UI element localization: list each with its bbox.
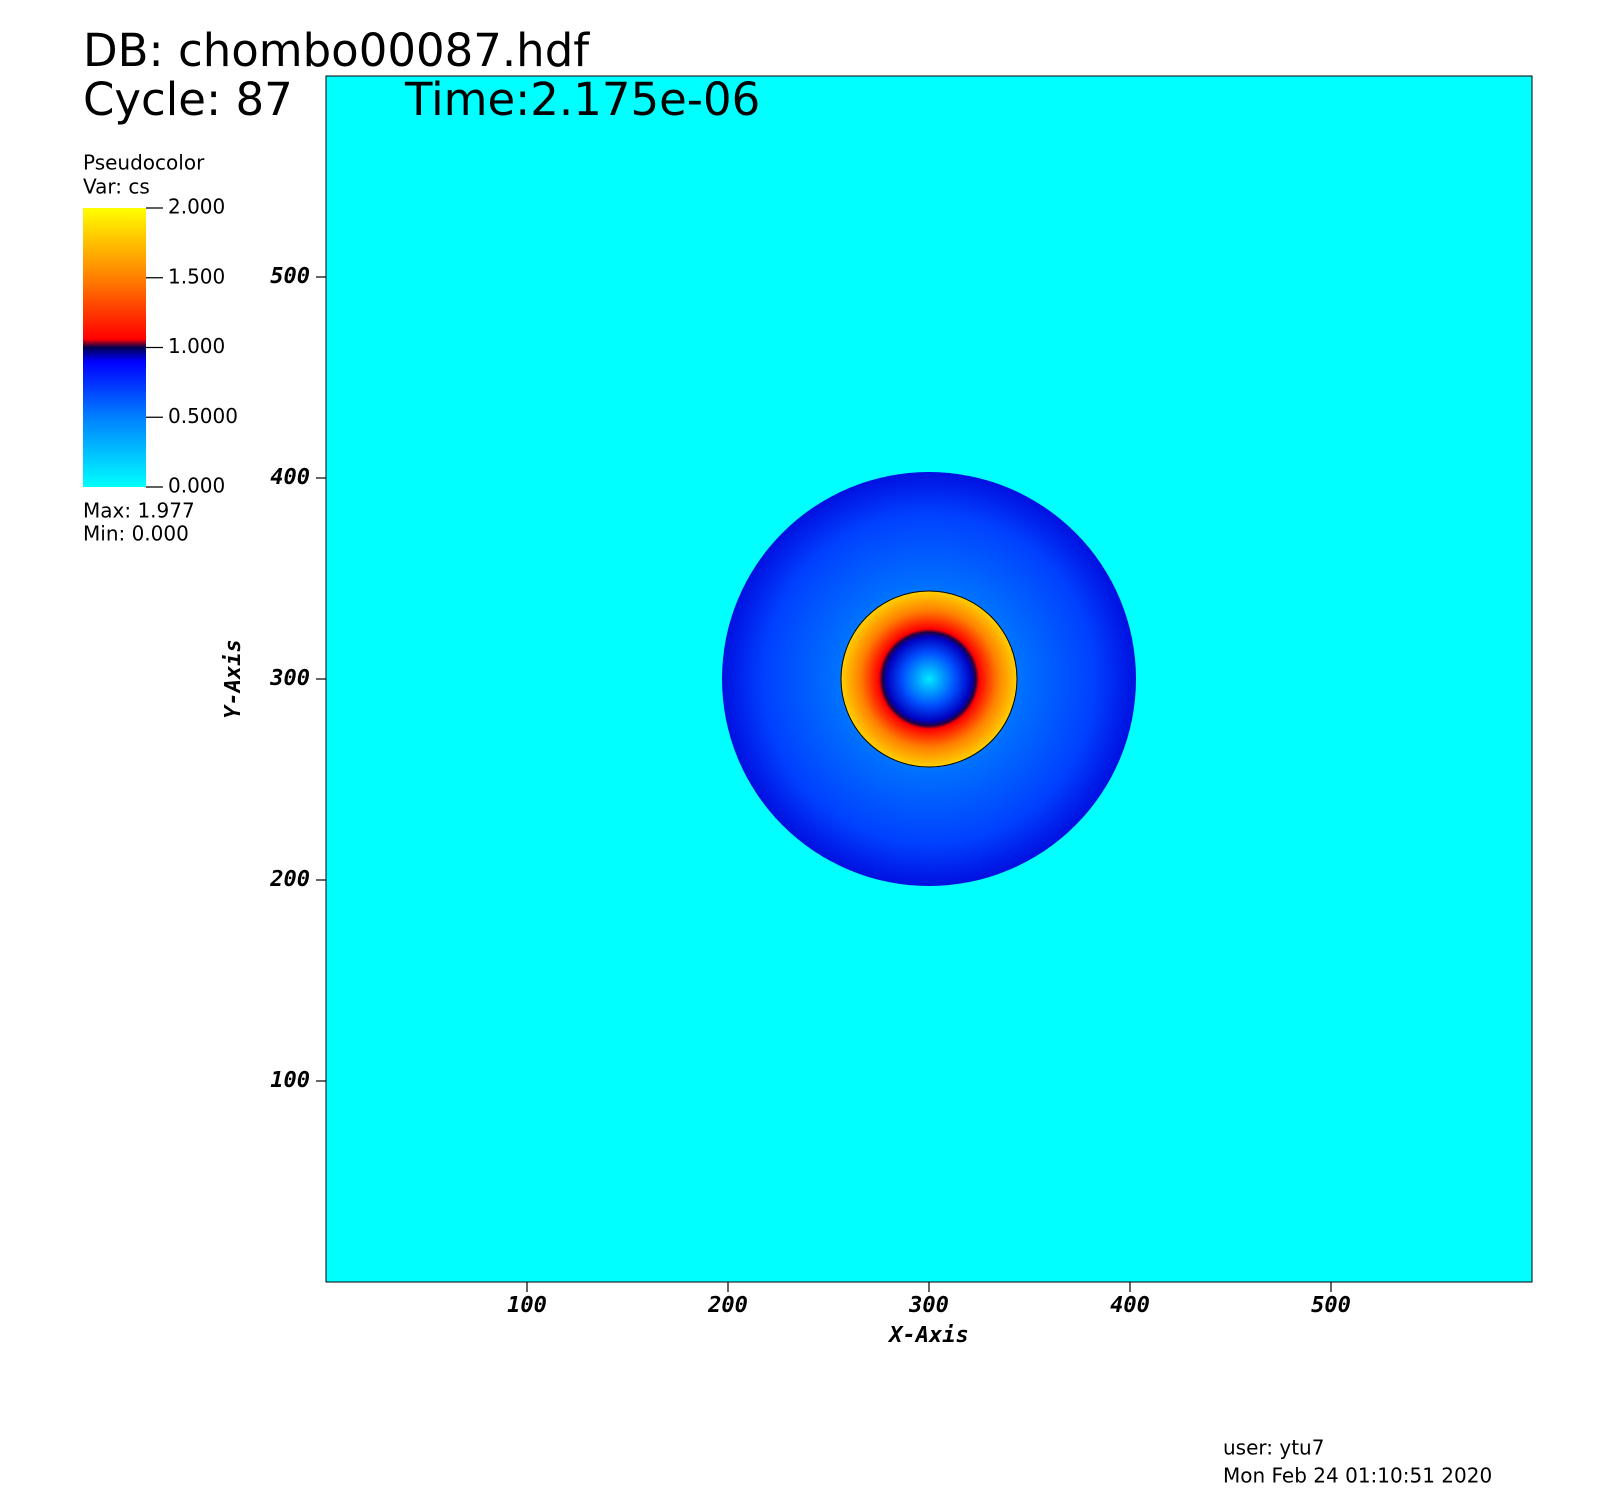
y-tick-label: 200 <box>269 867 310 892</box>
colorbar-tick-label: 0.000 <box>168 474 225 498</box>
inner-ring <box>840 590 1018 768</box>
colorbar-tick-label: 1.500 <box>168 264 225 288</box>
x-tick-label: 100 <box>507 1293 547 1318</box>
time: Time:2.175e-06 <box>404 73 760 126</box>
y-tick-label: 300 <box>269 666 310 691</box>
colorbar-tick-label: 2.000 <box>168 195 225 219</box>
y-axis-label: Y-Axis <box>221 639 246 718</box>
cycle: Cycle: 87 <box>83 73 293 126</box>
colorbar <box>83 208 146 487</box>
x-tick-label: 200 <box>707 1293 748 1318</box>
y-tick-label: 500 <box>270 264 310 289</box>
colorbar-tick-label: 1.000 <box>168 334 225 358</box>
variable: Var: cs <box>83 175 150 199</box>
x-tick-label: 400 <box>1110 1293 1150 1318</box>
x-tick-label: 300 <box>908 1293 949 1318</box>
x-tick-label: 500 <box>1311 1293 1351 1318</box>
title: DB: chombo00087.hdf <box>83 24 590 77</box>
min-label: Min: 0.000 <box>83 522 189 546</box>
user: user: ytu7 <box>1223 1436 1324 1460</box>
max-label: Max: 1.977 <box>83 499 195 523</box>
y-tick-label: 400 <box>270 465 310 490</box>
y-tick-label: 100 <box>270 1068 310 1093</box>
colorbar-tick-label: 0.5000 <box>168 404 238 428</box>
date: Mon Feb 24 01:10:51 2020 <box>1223 1464 1492 1488</box>
legend-title: Pseudocolor <box>83 151 205 175</box>
x-axis-label: X-Axis <box>887 1323 968 1348</box>
